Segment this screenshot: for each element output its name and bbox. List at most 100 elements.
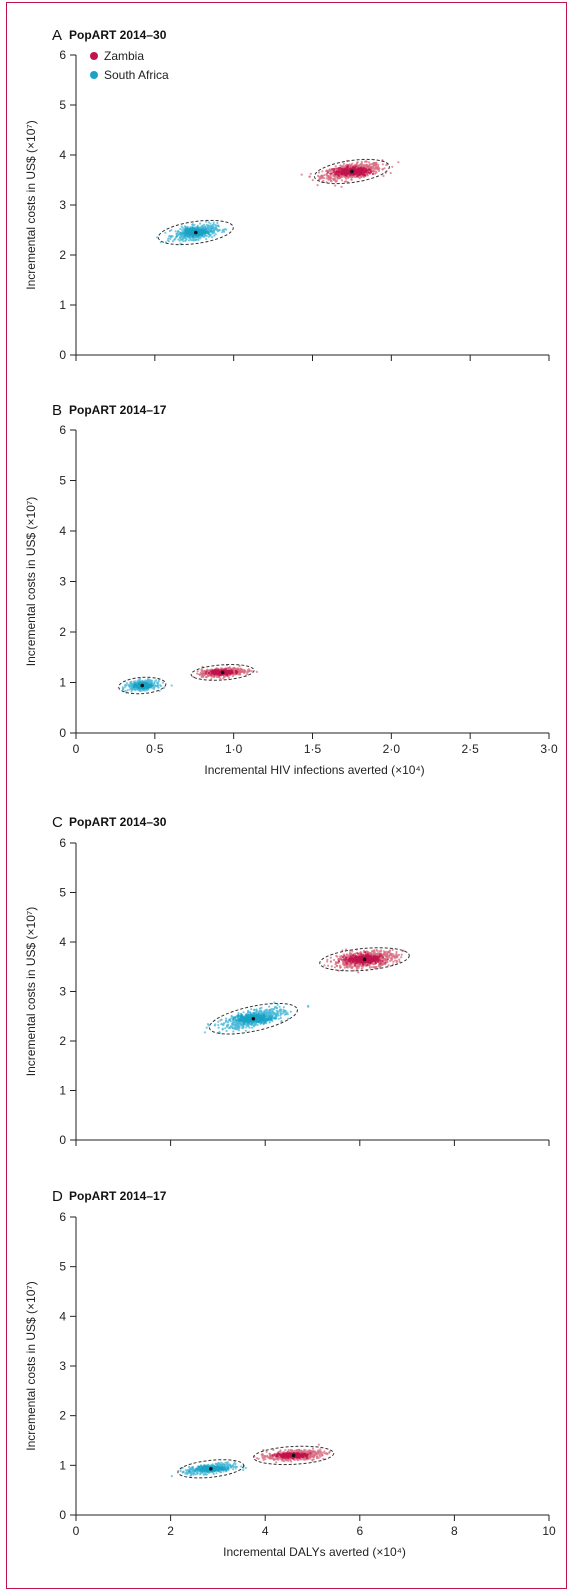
mean-point <box>362 957 367 962</box>
data-point <box>326 171 329 174</box>
data-point <box>196 672 199 675</box>
data-point <box>199 232 202 235</box>
data-point <box>156 684 159 687</box>
data-point <box>323 964 326 967</box>
data-point <box>211 232 214 235</box>
data-point <box>391 165 394 168</box>
data-point <box>198 234 201 237</box>
data-point <box>224 673 227 676</box>
data-point <box>229 670 233 673</box>
data-point <box>345 163 348 166</box>
data-point <box>343 180 347 183</box>
data-point <box>360 953 363 956</box>
data-point <box>153 686 156 689</box>
data-point <box>204 675 207 679</box>
data-point <box>383 951 387 955</box>
data-point <box>388 949 392 952</box>
data-point <box>361 960 364 964</box>
data-point <box>317 174 320 177</box>
data-point <box>365 165 368 168</box>
data-point <box>332 178 335 181</box>
data-point <box>233 673 236 676</box>
data-point <box>178 231 181 234</box>
data-point <box>169 235 172 238</box>
data-point <box>121 686 124 689</box>
data-point <box>148 681 151 684</box>
data-point <box>367 171 370 174</box>
data-point <box>350 956 353 959</box>
data-point <box>350 173 353 176</box>
data-point <box>344 959 347 962</box>
data-point <box>130 687 133 690</box>
data-point <box>384 955 387 958</box>
data-point <box>205 670 208 673</box>
data-point <box>352 954 355 957</box>
data-point <box>389 171 392 175</box>
data-point <box>360 967 363 970</box>
data-point <box>391 948 394 952</box>
data-point <box>164 231 167 234</box>
data-point <box>136 679 139 682</box>
data-point <box>355 169 359 172</box>
data-point <box>378 953 382 956</box>
data-point <box>226 672 229 675</box>
data-point <box>338 166 341 169</box>
data-point <box>374 966 378 969</box>
series-zambia <box>190 664 258 681</box>
data-point <box>361 963 365 966</box>
data-point <box>213 1024 216 1027</box>
panel-letter: C <box>52 814 63 831</box>
data-point <box>179 232 183 235</box>
data-point <box>238 671 241 674</box>
data-point <box>180 225 183 228</box>
data-point <box>178 233 181 236</box>
data-point <box>250 1008 253 1011</box>
data-point <box>374 954 377 958</box>
data-point <box>353 166 356 169</box>
y-tick-label: 1 <box>59 298 66 312</box>
data-point <box>340 176 343 179</box>
data-point <box>327 964 330 967</box>
data-point <box>335 179 338 183</box>
data-point <box>177 238 180 241</box>
y-tick-label: 3 <box>59 198 66 212</box>
y-tick-label: 3 <box>59 575 66 589</box>
data-point <box>180 234 183 237</box>
data-point <box>360 162 363 166</box>
data-point <box>329 956 332 959</box>
data-point <box>243 669 246 672</box>
data-point <box>354 952 357 955</box>
data-point <box>317 171 321 174</box>
data-point <box>311 179 314 182</box>
data-point <box>210 236 214 239</box>
data-point <box>170 684 173 687</box>
data-point <box>368 965 371 968</box>
data-point <box>217 1024 220 1027</box>
data-point <box>212 229 215 232</box>
y-tick-label: 5 <box>59 98 66 112</box>
data-point <box>223 230 226 233</box>
data-point <box>371 962 374 965</box>
data-point <box>224 228 227 231</box>
data-point <box>334 963 337 966</box>
figure-frame <box>6 2 567 1589</box>
data-point <box>158 689 161 693</box>
data-point <box>360 175 363 178</box>
data-point <box>256 1023 259 1027</box>
data-point <box>212 669 215 672</box>
data-point <box>340 958 343 961</box>
data-point <box>385 164 388 167</box>
data-point <box>382 956 385 959</box>
data-point <box>204 672 207 675</box>
confidence-ellipse <box>190 664 255 681</box>
data-point <box>179 227 182 231</box>
data-point <box>159 684 162 688</box>
data-point <box>371 172 375 175</box>
data-point <box>360 173 363 176</box>
data-point <box>183 232 186 235</box>
data-point <box>370 166 373 169</box>
y-tick-label: 6 <box>59 423 66 437</box>
data-point <box>129 681 132 684</box>
